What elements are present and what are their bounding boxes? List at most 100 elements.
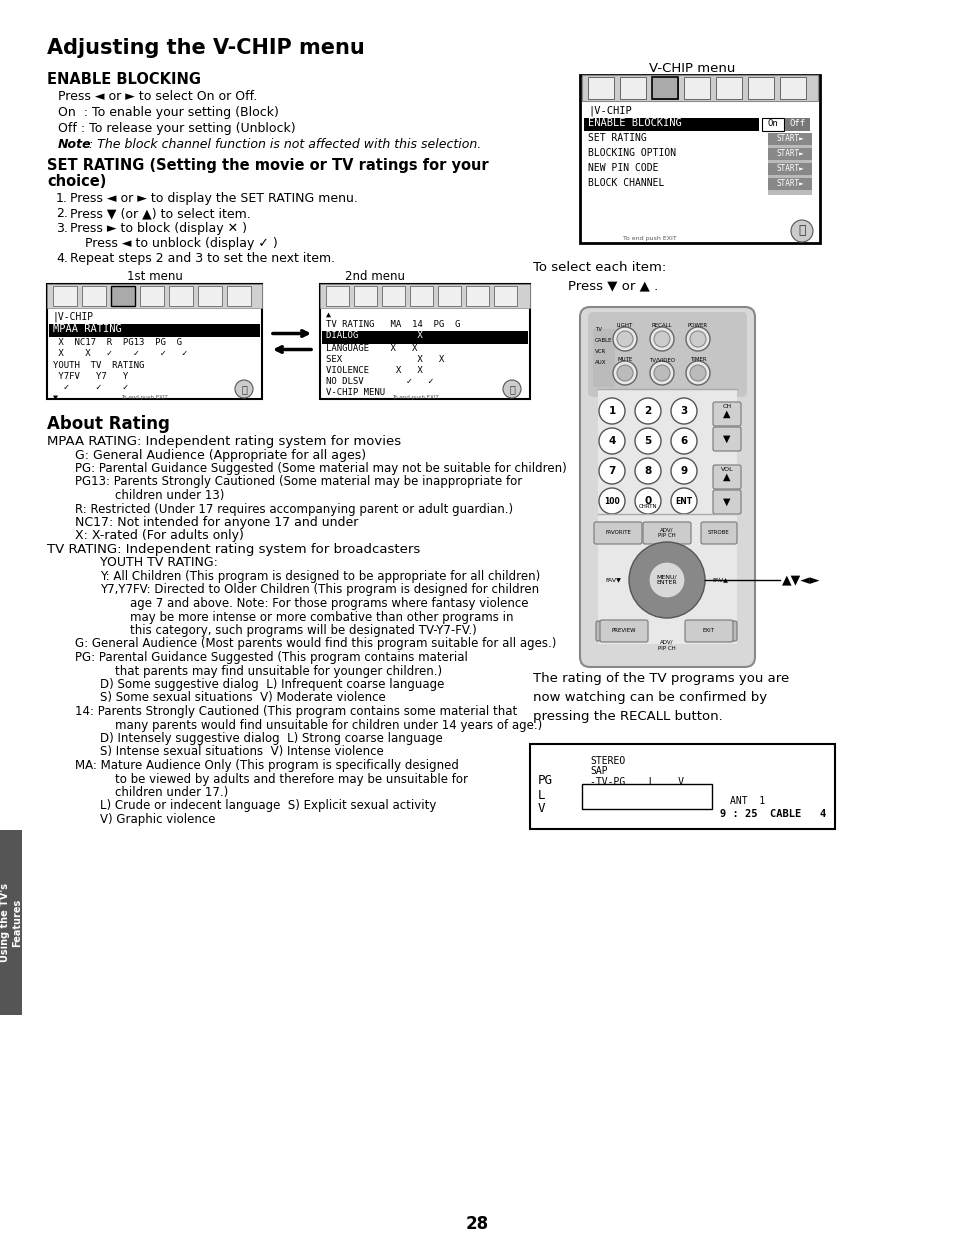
Text: CABLE: CABLE: [595, 338, 612, 343]
Text: On: On: [767, 119, 778, 128]
Text: TV RATING   MA  14  PG  G: TV RATING MA 14 PG G: [326, 320, 460, 329]
Circle shape: [635, 398, 660, 424]
Text: PG13: Parents Strongly Cautioned (Some material may be inappropriate for: PG13: Parents Strongly Cautioned (Some m…: [75, 475, 521, 489]
Circle shape: [689, 366, 705, 382]
Bar: [651, 77, 678, 99]
FancyBboxPatch shape: [596, 621, 629, 641]
Bar: [780, 77, 805, 99]
Bar: [82, 287, 106, 306]
FancyBboxPatch shape: [579, 308, 754, 667]
Text: 0: 0: [643, 496, 651, 506]
Text: To end push EXIT: To end push EXIT: [622, 236, 677, 241]
Text: 3: 3: [679, 406, 687, 416]
FancyBboxPatch shape: [599, 620, 647, 642]
Text: D) Intensely suggestive dialog  L) Strong coarse language: D) Intensely suggestive dialog L) Strong…: [100, 732, 442, 745]
Circle shape: [670, 398, 697, 424]
Text: 2nd menu: 2nd menu: [345, 270, 405, 283]
Text: ADV/
PIP CH: ADV/ PIP CH: [658, 640, 675, 651]
Text: G: General Audience (Most parents would find this program suitable for all ages.: G: General Audience (Most parents would …: [75, 637, 556, 651]
Text: ANT  1: ANT 1: [729, 797, 764, 806]
Circle shape: [628, 542, 704, 618]
Text: MA: Mature Audience Only (This program is specifically designed: MA: Mature Audience Only (This program i…: [75, 760, 458, 772]
Bar: [465, 287, 489, 306]
Circle shape: [617, 331, 633, 347]
Circle shape: [685, 327, 709, 351]
Text: CH: CH: [721, 404, 731, 409]
Text: ▲: ▲: [326, 310, 331, 319]
Bar: [784, 119, 809, 131]
Text: S) Intense sexual situations  V) Intense violence: S) Intense sexual situations V) Intense …: [100, 746, 383, 758]
Text: L: L: [537, 789, 545, 802]
Text: To end push EXIT: To end push EXIT: [121, 395, 168, 400]
Text: On  : To enable your setting (Block): On : To enable your setting (Block): [58, 106, 278, 119]
Circle shape: [598, 398, 624, 424]
Bar: [530, 743, 834, 829]
Text: to be viewed by adults and therefore may be unsuitable for: to be viewed by adults and therefore may…: [115, 773, 468, 785]
Bar: [598, 514, 737, 643]
Text: ▲▼◄►: ▲▼◄►: [781, 573, 820, 587]
Text: X  NC17  R  PG13  PG  G: X NC17 R PG13 PG G: [53, 338, 182, 347]
Text: MPAA RATING: Independent rating system for movies: MPAA RATING: Independent rating system f…: [47, 435, 400, 448]
Text: To end push EXIT: To end push EXIT: [392, 395, 438, 400]
Text: PG: Parental Guidance Suggested (This program contains material: PG: Parental Guidance Suggested (This pr…: [75, 651, 467, 664]
Circle shape: [670, 458, 697, 484]
Text: The rating of the TV programs you are
now watching can be confirmed by
pressing : The rating of the TV programs you are no…: [533, 672, 788, 722]
Text: 14: Parents Strongly Cautioned (This program contains some material that: 14: Parents Strongly Cautioned (This pro…: [75, 705, 517, 718]
FancyBboxPatch shape: [712, 403, 740, 426]
Text: many parents would find unsuitable for children under 14 years of age.): many parents would find unsuitable for c…: [115, 719, 541, 731]
Bar: [767, 161, 811, 165]
Bar: [319, 284, 530, 399]
FancyBboxPatch shape: [684, 620, 732, 642]
Text: X: X-rated (For adults only): X: X-rated (For adults only): [75, 530, 244, 542]
Bar: [111, 287, 135, 306]
Bar: [593, 329, 615, 387]
Text: To select each item:: To select each item:: [533, 261, 665, 274]
Bar: [747, 77, 773, 99]
Bar: [47, 284, 262, 399]
Bar: [140, 287, 164, 306]
Bar: [767, 133, 811, 144]
Bar: [322, 331, 527, 345]
Circle shape: [670, 488, 697, 514]
Text: NO DLSV        ✓   ✓: NO DLSV ✓ ✓: [326, 377, 433, 387]
Circle shape: [648, 562, 684, 598]
Bar: [53, 287, 77, 306]
Text: 28: 28: [465, 1215, 488, 1233]
Text: V-CHIP menu: V-CHIP menu: [648, 62, 735, 75]
Text: V-CHIP MENU: V-CHIP MENU: [326, 388, 385, 396]
Text: FAV▼: FAV▼: [604, 578, 620, 583]
Text: SET RATING (Setting the movie or TV ratings for your: SET RATING (Setting the movie or TV rati…: [47, 158, 488, 173]
Circle shape: [649, 361, 673, 385]
Text: Y7FV   Y7   Y: Y7FV Y7 Y: [53, 372, 128, 382]
Text: |V-CHIP: |V-CHIP: [53, 312, 94, 322]
Text: L) Crude or indecent language  S) Explicit sexual activity: L) Crude or indecent language S) Explici…: [100, 799, 436, 813]
FancyBboxPatch shape: [712, 490, 740, 514]
Text: 9 : 25  CABLE   4: 9 : 25 CABLE 4: [720, 809, 825, 819]
Text: Press ◄ or ► to select On or Off.: Press ◄ or ► to select On or Off.: [58, 90, 257, 103]
Bar: [169, 287, 193, 306]
Text: age 7 and above. Note: For those programs where fantasy violence: age 7 and above. Note: For those program…: [130, 597, 528, 610]
Bar: [0, 830, 22, 1015]
Text: X    X   ✓    ✓    ✓   ✓: X X ✓ ✓ ✓ ✓: [53, 350, 187, 358]
Bar: [651, 77, 678, 99]
FancyBboxPatch shape: [702, 621, 737, 641]
Text: choice): choice): [47, 174, 107, 189]
Bar: [410, 287, 433, 306]
Text: PG: PG: [537, 774, 553, 787]
Bar: [581, 784, 711, 809]
Bar: [49, 324, 260, 337]
Text: -TV-PG    L    V: -TV-PG L V: [589, 777, 683, 787]
Text: Using the TV's
Features: Using the TV's Features: [0, 883, 22, 962]
Text: Press ► to block (display ✕ ): Press ► to block (display ✕ ): [70, 222, 247, 235]
Bar: [111, 287, 135, 306]
Text: VOL: VOL: [720, 467, 733, 472]
Circle shape: [654, 366, 669, 382]
Bar: [583, 119, 759, 131]
Bar: [767, 190, 811, 195]
FancyBboxPatch shape: [594, 522, 641, 543]
Text: 8: 8: [643, 466, 651, 475]
Text: MUTE: MUTE: [617, 357, 632, 362]
Circle shape: [670, 429, 697, 454]
Text: TV RATING: Independent rating system for broadcasters: TV RATING: Independent rating system for…: [47, 543, 420, 556]
Text: DIALOG           X: DIALOG X: [326, 331, 422, 340]
